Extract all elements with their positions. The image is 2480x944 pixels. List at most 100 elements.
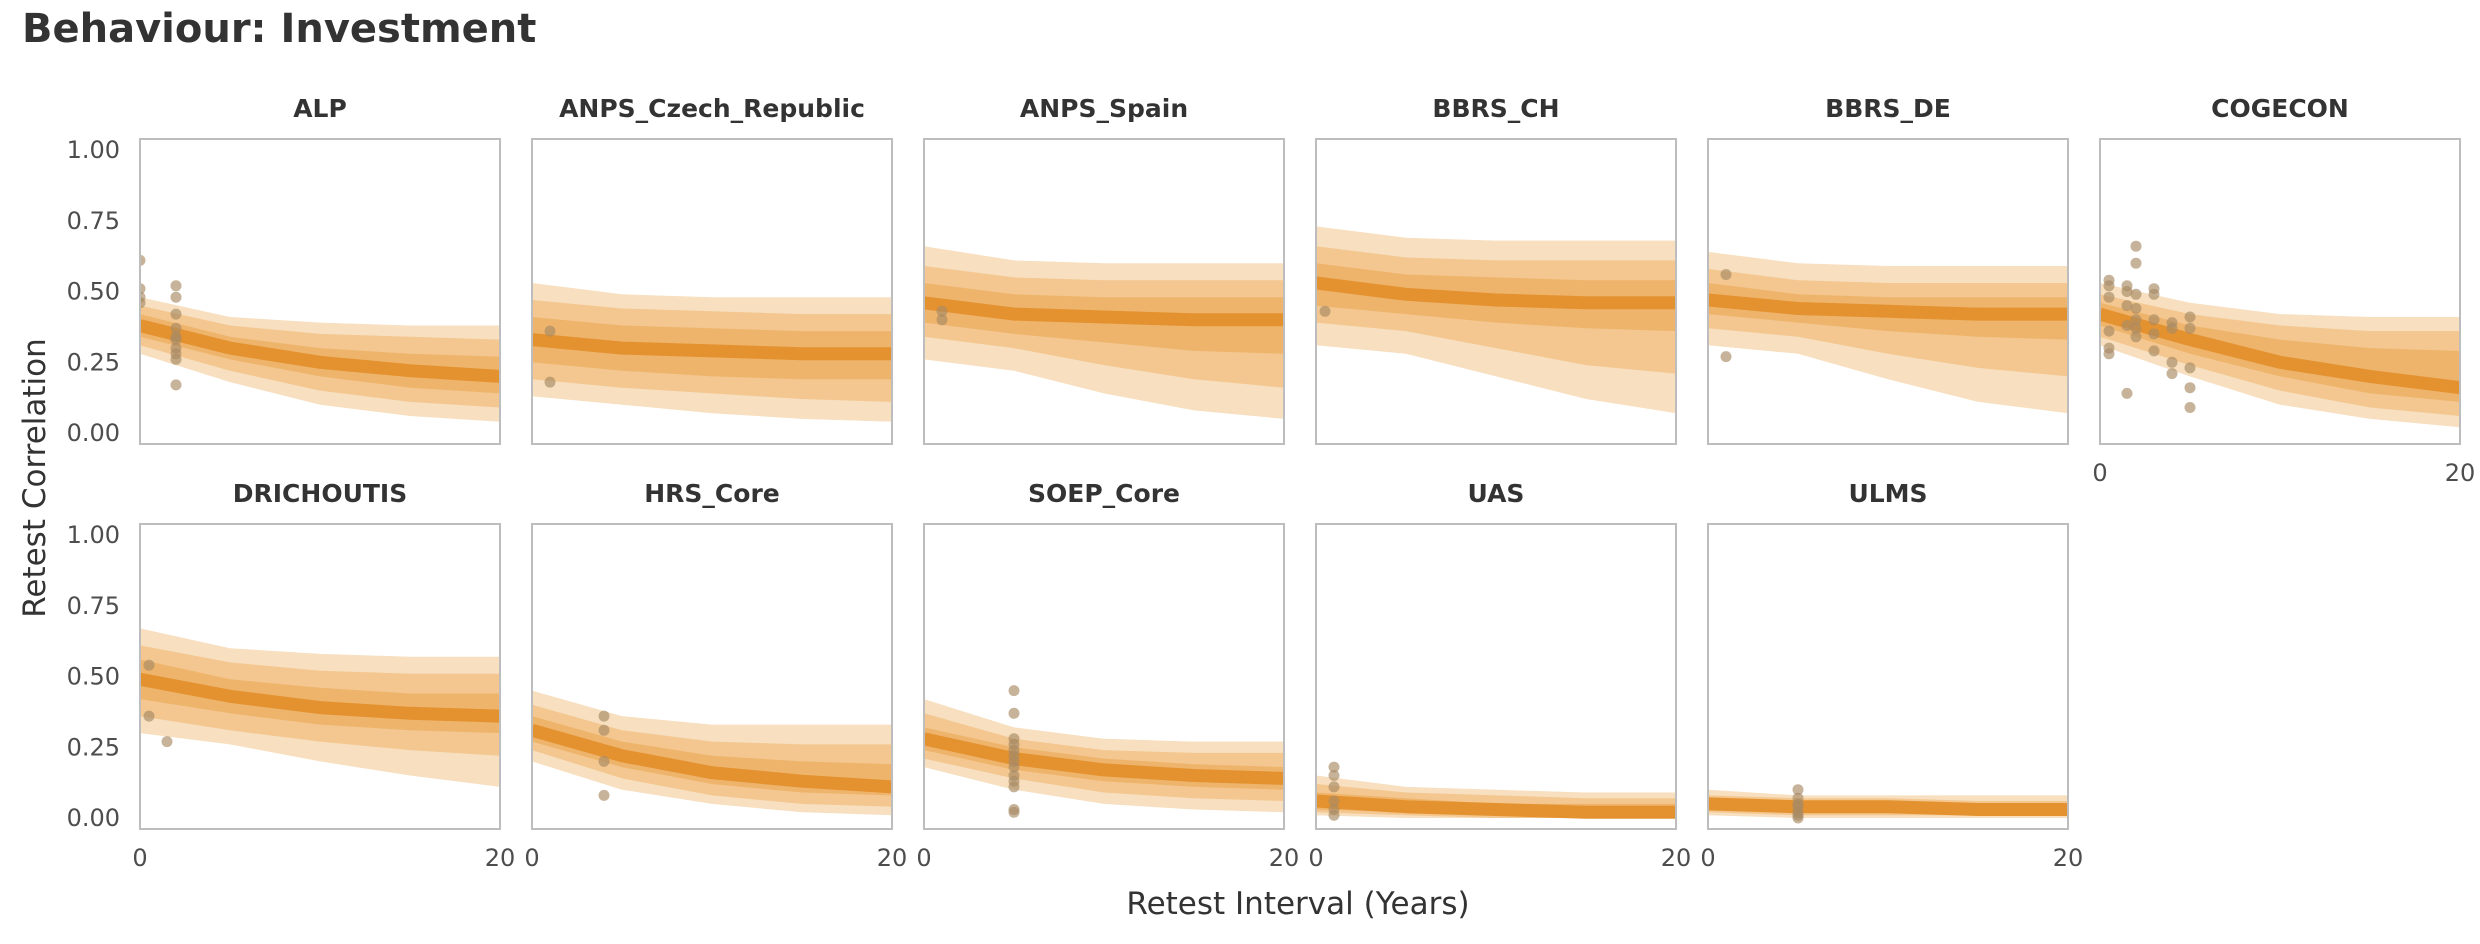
- panel-title: UAS: [1468, 479, 1525, 508]
- data-point: [598, 710, 610, 722]
- data-point: [1008, 707, 1020, 719]
- data-point: [2148, 288, 2160, 300]
- data-point: [1328, 761, 1340, 773]
- panel-frame: [1315, 523, 1677, 830]
- panel-title: ALP: [293, 94, 347, 123]
- panel-plot-area: [140, 628, 500, 787]
- panel-frame: [923, 523, 1285, 830]
- panel-uas: UAS 0 20: [1308, 479, 1691, 872]
- panel-anps_spain: ANPS_Spain: [923, 94, 1285, 445]
- panel-plot-area: [532, 283, 892, 422]
- panel-anps_czech_republic: ANPS_Czech_Republic: [531, 94, 893, 445]
- data-point: [2130, 303, 2142, 314]
- data-point: [936, 314, 948, 326]
- y-tick-label: 0.00: [67, 419, 120, 447]
- panel-plot-area: [1316, 761, 1676, 821]
- data-point: [140, 254, 146, 266]
- median-line: [140, 672, 500, 723]
- x-tick-label: 20: [2445, 459, 2476, 487]
- panel-plot-area: [1708, 251, 2068, 414]
- data-point: [2121, 300, 2133, 312]
- data-point: [2103, 291, 2115, 303]
- data-point: [140, 283, 146, 295]
- data-point: [2184, 382, 2196, 394]
- data-point: [170, 353, 182, 365]
- panel-hrs_core: HRS_Core 0 20: [524, 479, 907, 872]
- data-point: [2166, 368, 2178, 380]
- y-tick-label: 0.50: [67, 663, 120, 691]
- data-point: [2130, 322, 2142, 334]
- data-point: [2121, 387, 2133, 399]
- panel-frame: [139, 138, 501, 445]
- median-line: [1316, 276, 1676, 310]
- panel-ulms: ULMS 0 20: [1700, 479, 2083, 872]
- data-point: [2148, 314, 2160, 326]
- data-point: [2130, 288, 2142, 300]
- x-tick-label: 0: [2092, 459, 2107, 487]
- data-point: [1720, 269, 1732, 280]
- data-point: [2166, 356, 2178, 368]
- panel-frame: [1707, 523, 2069, 830]
- data-point: [1328, 795, 1340, 807]
- panel-bbrs_ch: BBRS_CH: [1315, 94, 1677, 445]
- panel-title: BBRS_CH: [1432, 94, 1559, 123]
- data-point: [2184, 322, 2196, 334]
- data-point: [544, 376, 556, 388]
- y-tick-label: 0.00: [67, 804, 120, 832]
- median-line: [1316, 794, 1676, 819]
- panel-title: BBRS_DE: [1825, 94, 1951, 123]
- figure-title: Behaviour: Investment: [22, 6, 537, 52]
- x-tick-label: 20: [1661, 844, 1692, 872]
- data-point: [1319, 305, 1331, 317]
- data-point: [2166, 322, 2178, 334]
- panel-title: ANPS_Czech_Republic: [559, 94, 865, 123]
- data-point: [2184, 402, 2196, 413]
- data-point: [2130, 314, 2142, 326]
- median-line: [1708, 797, 2068, 816]
- median-line: [140, 319, 500, 383]
- data-point: [2121, 286, 2133, 297]
- panel-title: ANPS_Spain: [1020, 94, 1188, 123]
- x-tick-label: 0: [132, 844, 147, 872]
- panel-title: HRS_Core: [644, 479, 780, 508]
- data-point: [1792, 812, 1804, 824]
- data-point: [143, 710, 155, 722]
- panel-plot-area: [924, 685, 1284, 818]
- y-tick-label: 0.25: [67, 348, 120, 376]
- data-point: [170, 280, 182, 292]
- panels-layer: ALP 0.00 0.25 0.50 0.75 1.00 ANPS_Czech_Republ…: [67, 94, 2476, 872]
- panel-plot-area: [532, 690, 892, 816]
- x-axis-title: Retest Interval (Years): [1126, 886, 1469, 922]
- x-tick-label: 20: [877, 844, 908, 872]
- data-point: [170, 291, 182, 303]
- panel-alp: ALP 0.00 0.25 0.50 0.75 1.00: [67, 94, 501, 447]
- data-point: [1720, 351, 1732, 363]
- median-line: [2100, 307, 2460, 395]
- data-point: [2121, 320, 2133, 331]
- x-tick-label: 20: [2053, 844, 2084, 872]
- panel-title: DRICHOUTIS: [233, 479, 408, 508]
- median-line: [532, 724, 892, 794]
- data-point: [170, 322, 182, 334]
- panel-plot-area: [1316, 226, 1676, 414]
- y-tick-label: 1.00: [67, 136, 120, 164]
- panel-plot-area: [2100, 240, 2460, 428]
- y-tick-label: 0.75: [67, 207, 120, 235]
- data-point: [1008, 685, 1020, 697]
- panel-plot-area: [924, 246, 1284, 419]
- median-line: [924, 732, 1284, 785]
- data-point: [1328, 781, 1340, 793]
- data-point: [140, 297, 146, 309]
- panel-title: SOEP_Core: [1028, 479, 1180, 508]
- data-point: [936, 305, 948, 317]
- panel-plot-area: [140, 254, 500, 422]
- data-point: [1328, 770, 1340, 781]
- x-tick-label: 20: [485, 844, 516, 872]
- x-tick-label: 0: [1308, 844, 1323, 872]
- panel-cogecon: COGECON 0 20: [2092, 94, 2475, 487]
- data-point: [2148, 328, 2160, 340]
- data-point: [2130, 331, 2142, 343]
- data-point: [1008, 761, 1020, 773]
- data-point: [1328, 809, 1340, 821]
- panel-frame: [2099, 138, 2461, 445]
